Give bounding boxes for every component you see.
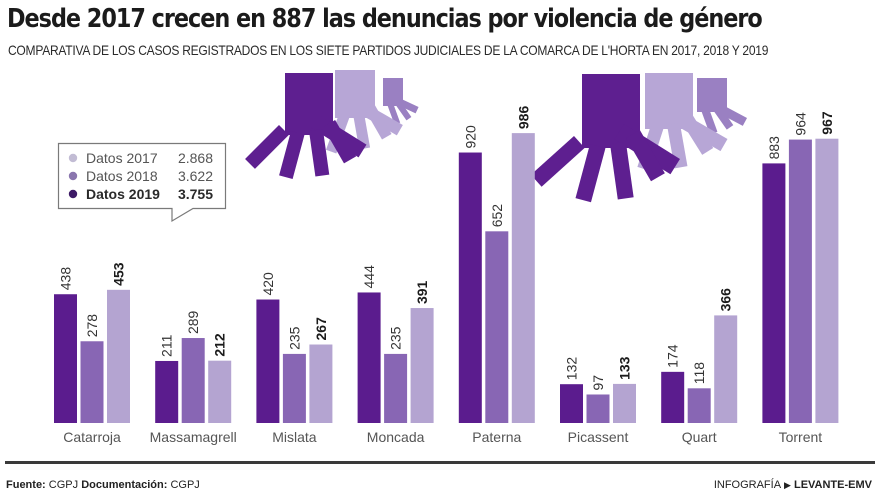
legend-label: Datos 2019 <box>86 186 160 202</box>
hand-icon <box>383 78 419 125</box>
value-label: 986 <box>515 106 531 130</box>
bar-mislata-2 <box>282 353 306 423</box>
legend-swatch-1 <box>68 153 78 163</box>
category-label: Mislata <box>272 429 317 445</box>
hand-icon <box>530 74 680 203</box>
bar-quart-1 <box>661 371 685 423</box>
legend-swatch-3 <box>68 189 78 199</box>
category-labels-layer: Catarroja Massamagrell Mislata Moncada Pater… <box>63 429 822 445</box>
category-label: Catarroja <box>63 429 121 445</box>
bar-quart-3 <box>714 315 738 423</box>
value-label: 235 <box>286 326 302 350</box>
value-label: 212 <box>212 333 228 357</box>
legend-swatch-2 <box>68 171 78 181</box>
value-label: 964 <box>792 112 808 136</box>
credit-value: LEVANTE-EMV <box>793 479 872 491</box>
bars-layer <box>54 133 839 424</box>
bar-catarroja-2 <box>80 341 104 423</box>
category-label: Paterna <box>472 429 521 445</box>
value-label: 235 <box>388 326 404 350</box>
value-label: 289 <box>185 310 201 334</box>
footer-credit: INFOGRAFÍA ▶ LEVANTE-EMV <box>714 479 872 491</box>
value-label: 920 <box>462 125 478 149</box>
value-label: 391 <box>414 280 430 304</box>
value-label: 444 <box>361 265 377 289</box>
footer-divider <box>5 461 875 464</box>
bar-mislata-1 <box>256 299 280 423</box>
footer-source: Fuente: CGPJ Documentación: CGPJ <box>6 479 200 491</box>
bar-torrent-1 <box>762 163 786 423</box>
bar-paterna-2 <box>485 231 509 423</box>
documentation-label: Documentación: <box>81 479 168 491</box>
bar-torrent-3 <box>815 138 839 423</box>
arrow-right-icon: ▶ <box>784 480 791 490</box>
hands-illustration-right <box>530 73 748 203</box>
category-label: Torrent <box>779 429 823 445</box>
value-label: 97 <box>590 375 606 391</box>
source-label: Fuente: <box>6 479 46 491</box>
bar-picassent-3 <box>613 383 636 423</box>
legend-callout-box <box>57 142 227 223</box>
value-label: 883 <box>766 136 782 160</box>
legend-total: 2.868 <box>178 150 213 166</box>
value-label: 133 <box>617 356 633 380</box>
category-label: Quart <box>682 429 717 445</box>
value-label: 132 <box>564 357 580 381</box>
value-label: 174 <box>665 344 681 368</box>
bar-picassent-2 <box>586 394 610 423</box>
bar-catarroja-1 <box>54 294 77 423</box>
bar-torrent-2 <box>788 139 812 424</box>
legend-total: 3.755 <box>178 186 213 202</box>
category-label: Moncada <box>367 429 425 445</box>
source-value: CGPJ <box>48 479 79 491</box>
value-label: 118 <box>691 362 707 385</box>
hand-icon <box>245 73 367 180</box>
chart-title: Desde 2017 crecen en 887 las denuncias p… <box>7 4 763 34</box>
value-label: 420 <box>260 272 276 296</box>
bar-mislata-3 <box>309 344 333 423</box>
bar-catarroja-3 <box>107 289 130 423</box>
hand-icon <box>697 78 748 135</box>
bar-moncada-1 <box>357 292 381 423</box>
value-label: 267 <box>313 317 329 341</box>
value-labels-layer: 438 278 453 211 289 212 420 235 267 444 235 391 920 6… <box>58 106 835 391</box>
bar-paterna-3 <box>511 133 535 423</box>
legend-label: Datos 2018 <box>86 168 158 184</box>
hands-illustration-left <box>245 70 419 180</box>
value-label: 967 <box>819 111 835 135</box>
bar-quart-2 <box>687 388 711 423</box>
documentation-value: CGPJ <box>170 479 200 491</box>
credit-label: INFOGRAFÍA <box>713 479 782 491</box>
value-label: 211 <box>159 334 175 357</box>
bar-massamagrell-3 <box>208 360 232 423</box>
chart-subtitle: COMPARATIVA DE LOS CASOS REGISTRADOS EN … <box>8 42 769 58</box>
category-label: Massamagrell <box>150 429 237 445</box>
value-label: 438 <box>58 267 74 291</box>
value-label: 366 <box>718 288 734 312</box>
value-label: 652 <box>489 204 505 228</box>
category-label: Picassent <box>568 429 629 445</box>
bar-paterna-1 <box>458 152 482 423</box>
bar-moncada-2 <box>384 353 408 423</box>
bar-picassent-1 <box>560 384 583 423</box>
legend: Datos 2017 2.868 Datos 2018 3.622 Datos 2019… <box>57 142 227 223</box>
bar-moncada-3 <box>410 308 434 423</box>
hand-icon <box>637 73 728 171</box>
legend-total: 3.622 <box>178 168 213 184</box>
value-label: 453 <box>111 262 127 286</box>
bar-massamagrell-1 <box>155 360 179 423</box>
legend-label: Datos 2017 <box>86 150 158 166</box>
bar-massamagrell-2 <box>181 338 205 423</box>
value-label: 278 <box>84 314 100 338</box>
